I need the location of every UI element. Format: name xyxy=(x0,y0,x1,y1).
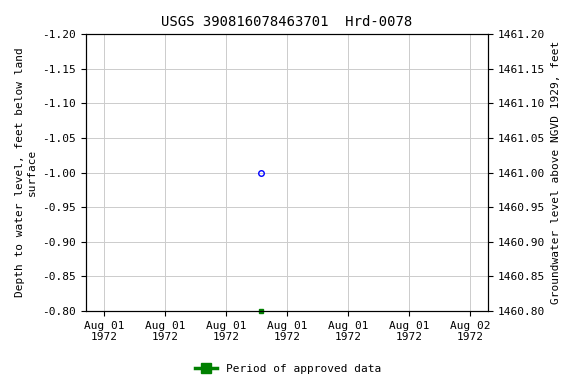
Legend: Period of approved data: Period of approved data xyxy=(191,359,385,379)
Y-axis label: Depth to water level, feet below land
surface: Depth to water level, feet below land su… xyxy=(15,48,37,298)
Y-axis label: Groundwater level above NGVD 1929, feet: Groundwater level above NGVD 1929, feet xyxy=(551,41,561,304)
Title: USGS 390816078463701  Hrd-0078: USGS 390816078463701 Hrd-0078 xyxy=(161,15,412,29)
